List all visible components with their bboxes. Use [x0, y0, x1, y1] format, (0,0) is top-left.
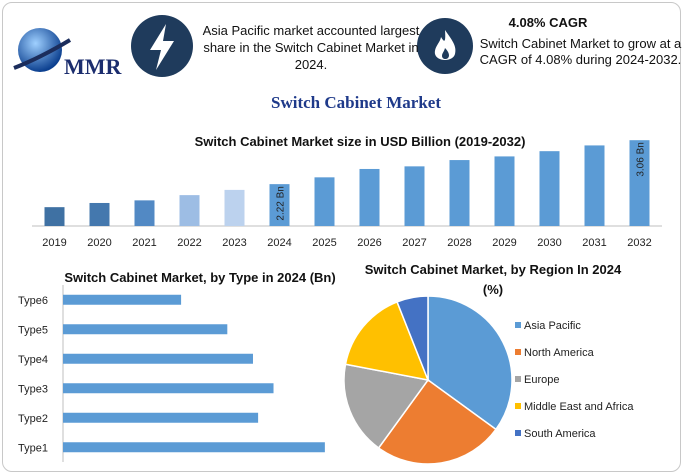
pie-slice [377, 378, 498, 465]
bar [584, 145, 605, 226]
bar [63, 383, 274, 394]
x-tick-label: 2023 [222, 237, 246, 249]
x-tick-label: 2022 [177, 237, 201, 249]
x-tick-label: 2028 [447, 237, 471, 249]
legend-swatch [515, 376, 521, 382]
bar [63, 442, 325, 453]
legend-label: Asia Pacific [524, 320, 581, 332]
logo-text: MMR [64, 54, 123, 79]
bar [224, 189, 245, 226]
stat-cagr-title: 4.08% CAGR [508, 15, 588, 30]
x-tick-label: 2030 [537, 237, 561, 249]
x-tick-label: 2019 [42, 237, 66, 249]
stat-cagr: Switch Cabinet Market to grow at a CAGR … [479, 36, 682, 67]
bar [44, 207, 65, 226]
pie-slice [427, 295, 513, 431]
x-tick-label: 2029 [492, 237, 516, 249]
x-tick-label: 2031 [582, 237, 606, 249]
bar [404, 166, 425, 226]
bar [629, 140, 650, 226]
pie-slice [396, 295, 429, 381]
bar [63, 353, 253, 364]
y-tick-label: Type1 [18, 442, 48, 454]
bar [89, 202, 110, 226]
stat-share: Asia Pacific market accounted largest sh… [202, 23, 420, 72]
y-tick-label: Type3 [18, 383, 48, 395]
legend-swatch [515, 430, 521, 436]
chart-title: Switch Cabinet Market size in USD Billio… [194, 134, 526, 149]
bar [269, 184, 290, 226]
bar [539, 151, 560, 226]
pie-slice [344, 300, 430, 381]
legend-label: Middle East and Africa [524, 401, 634, 413]
legend-swatch [515, 322, 521, 328]
y-tick-label: Type2 [18, 413, 48, 425]
bar [179, 195, 200, 226]
value-label: 2.22 Bn [276, 186, 287, 220]
icon-bolt [150, 24, 174, 70]
bar [63, 412, 259, 423]
logo: MMR [13, 28, 123, 79]
bar [63, 324, 228, 335]
frame [2, 2, 681, 472]
legend-label: Europe [524, 374, 559, 386]
x-tick-label: 2024 [267, 237, 291, 249]
bar [63, 294, 182, 305]
chart-title: Switch Cabinet Market, by Type in 2024 (… [64, 270, 336, 285]
main-title: Switch Cabinet Market [271, 93, 441, 112]
value-label: 3.06 Bn [636, 142, 647, 176]
y-tick-label: Type4 [18, 354, 48, 366]
y-tick-label: Type6 [18, 295, 48, 307]
bar [449, 160, 470, 226]
bar [494, 156, 515, 226]
legend-label: South America [524, 428, 596, 440]
x-tick-label: 2027 [402, 237, 426, 249]
x-tick-label: 2020 [87, 237, 111, 249]
x-tick-label: 2025 [312, 237, 336, 249]
icon-flame [434, 30, 456, 60]
bar [134, 200, 155, 226]
x-tick-label: 2032 [627, 237, 651, 249]
legend-label: North America [524, 347, 595, 359]
pie-slice [343, 363, 430, 450]
bar [359, 168, 380, 226]
legend-swatch [515, 403, 521, 409]
icon-flame-core [442, 48, 449, 60]
legend-swatch [515, 349, 521, 355]
y-tick-label: Type5 [18, 324, 48, 336]
x-tick-label: 2021 [132, 237, 156, 249]
x-tick-label: 2026 [357, 237, 381, 249]
bar [314, 177, 335, 226]
logo-swoosh [13, 38, 72, 70]
chart-title: Switch Cabinet Market, by Region In 2024… [364, 262, 622, 297]
